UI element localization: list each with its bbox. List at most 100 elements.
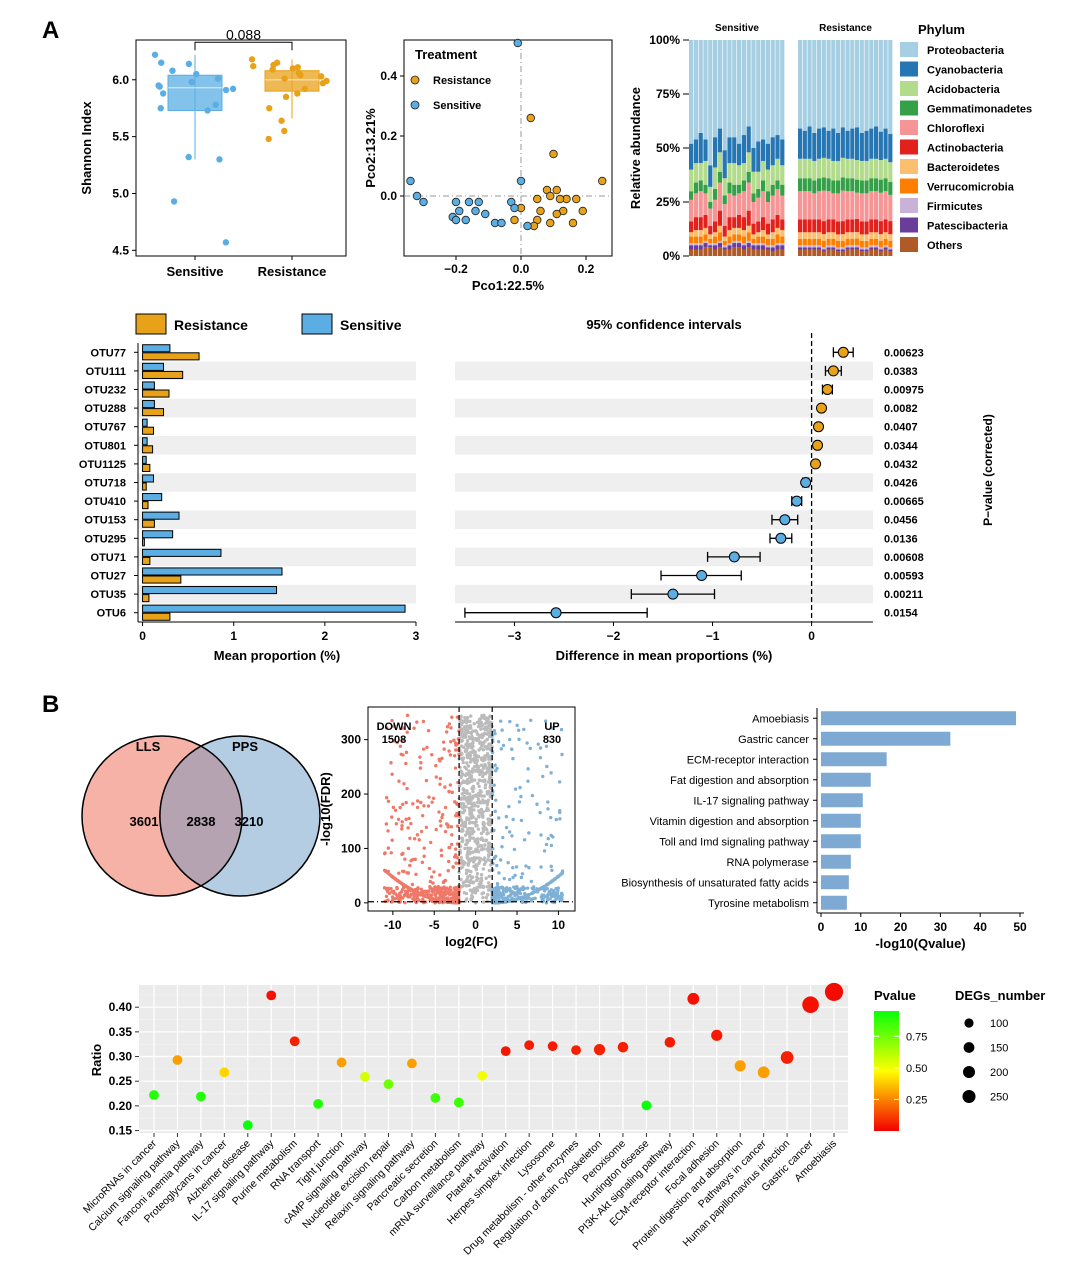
gene-point: [449, 740, 453, 744]
pathway-bubble: [477, 1070, 488, 1081]
stack-segment: [765, 238, 770, 246]
stack-segment: [859, 160, 864, 181]
stack-segment: [765, 40, 770, 144]
stack-segment: [807, 40, 812, 127]
stack-segment: [741, 163, 746, 181]
gene-point: [544, 744, 549, 748]
gene-point: [477, 784, 481, 789]
stack-segment: [836, 40, 841, 133]
stack-segment: [746, 232, 751, 241]
gene-point: [463, 735, 468, 739]
gene-point: [492, 783, 496, 787]
stack-segment: [756, 221, 761, 233]
gene-point: [390, 838, 394, 842]
stack-segment: [831, 245, 836, 248]
facet-label: Sensitive: [715, 23, 759, 34]
gene-point: [479, 756, 484, 761]
gene-point: [450, 790, 454, 795]
stack-segment: [840, 221, 845, 235]
chart-title: 95% confidence intervals: [586, 317, 741, 332]
gene-point: [472, 778, 477, 782]
stack-segment: [741, 249, 746, 256]
sample-point: [301, 85, 308, 93]
stack-segment: [703, 40, 708, 140]
stack-segment: [717, 40, 722, 129]
stack-segment: [812, 245, 817, 248]
gene-point: [447, 722, 452, 726]
legend-swatch: [900, 217, 918, 233]
gene-point: [488, 714, 492, 718]
sample-point: [318, 73, 325, 80]
sample-point: [294, 64, 302, 71]
stack-segment: [869, 158, 874, 179]
gene-point: [508, 899, 512, 903]
y-tick-label: 25%: [656, 195, 680, 209]
stack-segment: [689, 191, 694, 200]
pvalue-label: 0.00608: [884, 552, 924, 564]
gene-point: [384, 795, 389, 800]
sample-point: [451, 215, 461, 225]
stack-segment: [751, 40, 756, 148]
gene-point: [527, 831, 531, 835]
stack-segment: [775, 40, 780, 136]
sample-point: [461, 215, 470, 225]
stack-segment: [859, 249, 864, 252]
gene-point: [458, 733, 463, 737]
stack-segment: [751, 245, 756, 250]
gene-point: [501, 835, 505, 840]
y-tick-label: 100: [341, 841, 361, 855]
stack-segment: [826, 249, 831, 256]
gene-point: [389, 761, 393, 765]
gene-point: [560, 871, 564, 876]
sample-point: [523, 221, 532, 231]
stack-segment: [836, 180, 841, 194]
gene-point: [464, 842, 468, 847]
gene-point: [470, 890, 475, 895]
gene-point: [427, 866, 432, 871]
legend-swatch: [900, 198, 918, 213]
stack-segment: [840, 190, 845, 222]
gene-point: [485, 752, 490, 756]
x-axis-label: Difference in mean proportions (%): [556, 648, 773, 663]
gene-point: [471, 740, 475, 745]
sample-point: [516, 176, 526, 186]
gene-point: [452, 886, 456, 890]
gene-point: [465, 897, 469, 901]
stack-segment: [840, 157, 845, 178]
stack-segment: [693, 182, 698, 194]
ci-estimate: [779, 514, 791, 526]
y-tick-label: 0.20: [109, 1099, 133, 1113]
gene-point: [477, 748, 481, 752]
venn-count: 3601: [130, 814, 159, 829]
gene-point: [400, 869, 405, 873]
gene-point: [481, 900, 486, 904]
gene-point: [499, 894, 504, 899]
gene-point: [469, 815, 473, 819]
stack-segment: [761, 230, 766, 237]
legend-swatch: [900, 120, 918, 135]
gene-point: [493, 731, 497, 736]
enrichment-bar: [820, 711, 1017, 726]
stack-segment: [746, 152, 751, 172]
gene-point: [461, 735, 465, 739]
gene-point: [500, 845, 504, 849]
enrichment-bar: [820, 834, 861, 849]
gene-point: [447, 749, 451, 753]
legend-marker: [410, 100, 420, 110]
up-count: 830: [543, 734, 561, 746]
gene-point: [442, 747, 446, 751]
gene-point: [462, 725, 467, 729]
stack-segment: [741, 236, 746, 244]
gene-point: [468, 719, 472, 724]
stack-segment: [812, 219, 817, 233]
gene-point: [533, 896, 537, 901]
stack-segment: [878, 249, 883, 252]
gene-point: [476, 827, 481, 831]
y-tick-label: 0.35: [109, 1025, 133, 1039]
gene-point: [472, 808, 476, 812]
sample-point: [451, 197, 461, 207]
gene-point: [440, 756, 444, 761]
gene-point: [554, 817, 559, 822]
venn-count: 2838: [187, 814, 216, 829]
stack-segment: [807, 245, 812, 248]
